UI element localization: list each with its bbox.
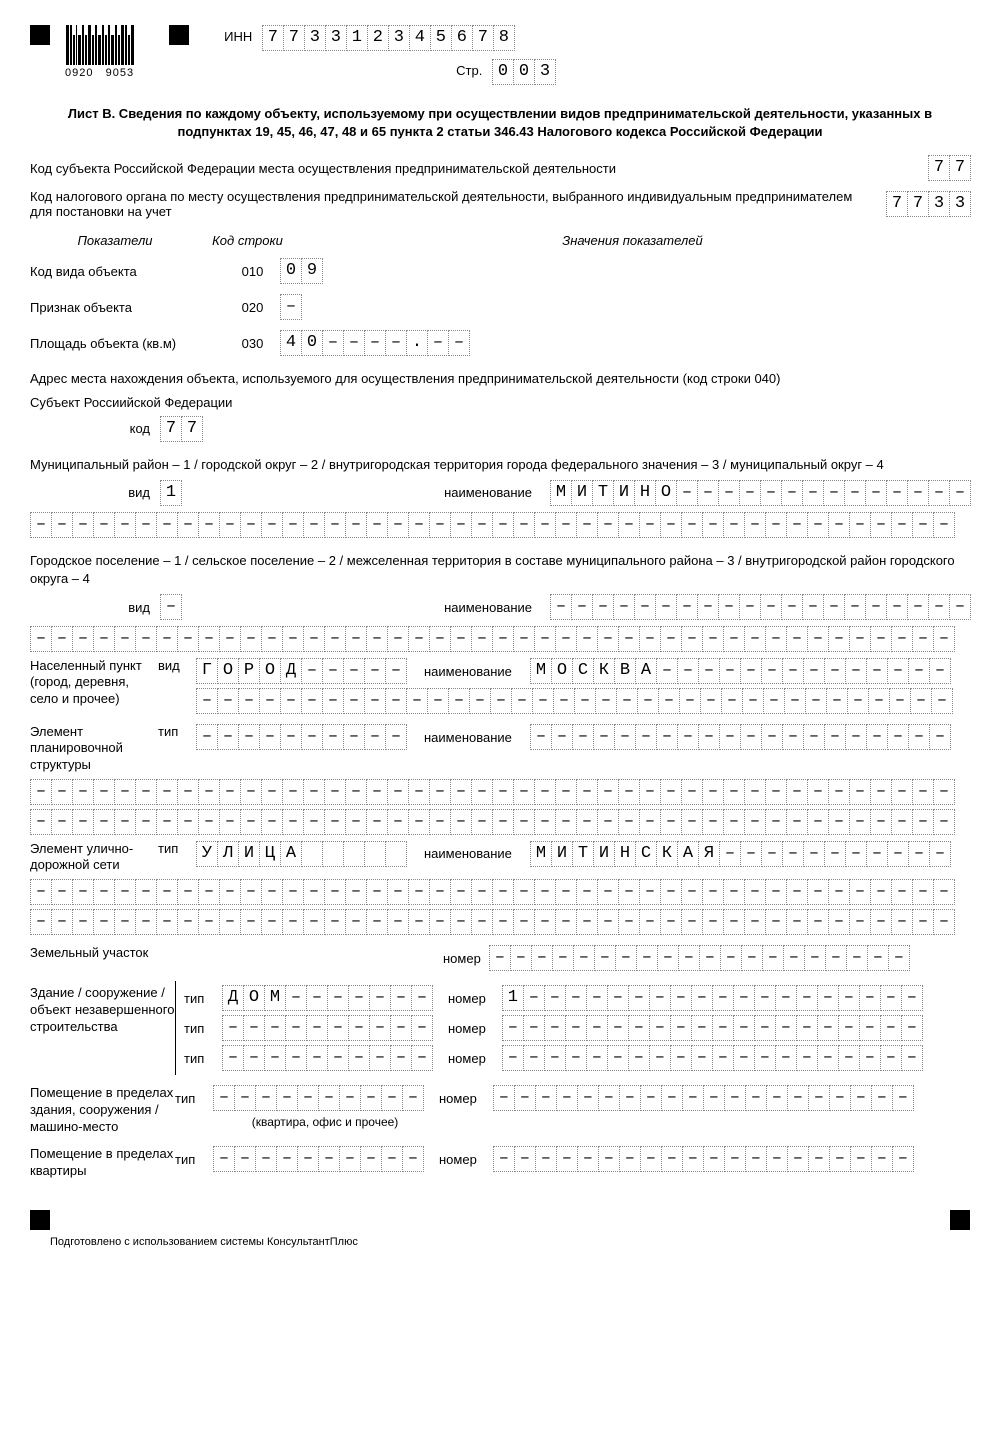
- row-030: Площадь объекта (кв.м) 030 40––––.––: [30, 330, 970, 356]
- row-020: Признак объекта 020 –: [30, 294, 970, 320]
- tax-code-label: Код налогового органа по месту осуществл…: [30, 189, 876, 219]
- address-header: Адрес места нахождения объекта, использу…: [30, 370, 970, 388]
- form-title: Лист В. Сведения по каждому объекту, исп…: [30, 105, 970, 141]
- subject-rf-label: Субъект Россиийской Федерации: [30, 395, 970, 410]
- subject-rf-cells: 77: [160, 416, 202, 442]
- footer-marker-left: [30, 1210, 50, 1230]
- page-label: Стр.: [456, 63, 482, 78]
- table-headers: Показатели Код строки Значения показател…: [30, 233, 970, 248]
- inn-label: ИНН: [224, 29, 252, 44]
- footer-text: Подготовлено с использованием системы Ко…: [50, 1236, 970, 1248]
- inn-cells: 773312345678: [262, 25, 514, 51]
- municipal-text: Муниципальный район – 1 / городской окру…: [30, 456, 970, 474]
- marker-square: [30, 25, 50, 45]
- header-row: 0920 9053 ИНН 773312345678 Стр. 003: [30, 25, 970, 85]
- row-010: Код вида объекта 010 09: [30, 258, 970, 284]
- footer-marker-right: [950, 1210, 970, 1230]
- page-cells: 003: [492, 59, 555, 85]
- subject-code-cells: 77: [928, 155, 970, 181]
- barcode: 0920 9053: [65, 25, 134, 79]
- settlement-text: Городское поселение – 1 / сельское посел…: [30, 552, 970, 588]
- tax-code-cells: 7733: [886, 191, 970, 217]
- marker-square-2: [169, 25, 189, 45]
- subject-code-label: Код субъекта Российской Федерации места …: [30, 161, 918, 176]
